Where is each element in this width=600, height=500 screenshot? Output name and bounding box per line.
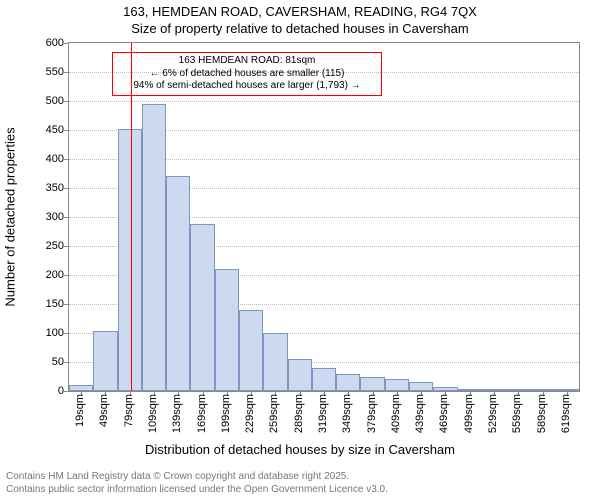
ytick-mark [64, 188, 69, 189]
x-axis-label: Distribution of detached houses by size … [0, 442, 600, 457]
title-line2: Size of property relative to detached ho… [0, 21, 600, 38]
xtick-label: 349sqm [341, 394, 353, 433]
xtick-label: 19sqm [74, 394, 86, 427]
xtick-label: 319sqm [317, 394, 329, 433]
ytick-label: 500 [34, 95, 64, 107]
xtick-label: 169sqm [196, 394, 208, 433]
xtick-label: 259sqm [268, 394, 280, 433]
xtick-label: 139sqm [171, 394, 183, 433]
xtick-label: 529sqm [487, 394, 499, 433]
annotation-line-1: 163 HEMDEAN ROAD: 81sqm [117, 55, 377, 68]
gridline [69, 101, 579, 102]
annotation-line-3: 94% of semi-detached houses are larger (… [117, 80, 377, 93]
xtick-label: 49sqm [98, 394, 110, 427]
annotation-line-2: ← 6% of detached houses are smaller (115… [117, 68, 377, 81]
xtick-label: 589sqm [536, 394, 548, 433]
ytick-label: 350 [34, 182, 64, 194]
ytick-mark [64, 275, 69, 276]
histogram-bar [385, 379, 409, 391]
histogram-bar [190, 224, 214, 391]
ytick-label: 400 [34, 153, 64, 165]
ytick-mark [64, 43, 69, 44]
ytick-label: 50 [34, 356, 64, 368]
xtick-label: 379sqm [366, 394, 378, 433]
ytick-mark [64, 72, 69, 73]
ytick-mark [64, 304, 69, 305]
ytick-label: 550 [34, 66, 64, 78]
xtick-label: 559sqm [511, 394, 523, 433]
histogram-bar [288, 359, 312, 391]
ytick-mark [64, 362, 69, 363]
title-line1: 163, HEMDEAN ROAD, CAVERSHAM, READING, R… [0, 4, 600, 21]
histogram-bar [166, 176, 190, 391]
histogram-bar [312, 368, 336, 391]
histogram-bar [239, 310, 263, 391]
histogram-bar [142, 104, 166, 391]
chart-title: 163, HEMDEAN ROAD, CAVERSHAM, READING, R… [0, 0, 600, 38]
xtick-label: 409sqm [390, 394, 402, 433]
ytick-label: 300 [34, 211, 64, 223]
footer-line-2: Contains public sector information licen… [6, 483, 600, 496]
xtick-label: 229sqm [244, 394, 256, 433]
xtick-label: 619sqm [560, 394, 572, 433]
xtick-label: 79sqm [123, 394, 135, 427]
ytick-mark [64, 217, 69, 218]
xtick-label: 499sqm [463, 394, 475, 433]
ytick-mark [64, 159, 69, 160]
ytick-label: 250 [34, 240, 64, 252]
footer-attribution: Contains HM Land Registry data © Crown c… [0, 470, 600, 496]
histogram-bar [409, 382, 433, 391]
y-axis-label: Number of detached properties [3, 127, 18, 306]
histogram-bar [118, 129, 142, 391]
ytick-label: 200 [34, 269, 64, 281]
ytick-mark [64, 246, 69, 247]
xtick-label: 439sqm [414, 394, 426, 433]
xtick-label: 109sqm [147, 394, 159, 433]
ytick-label: 150 [34, 298, 64, 310]
ytick-label: 600 [34, 37, 64, 49]
ytick-label: 100 [34, 327, 64, 339]
xtick-label: 289sqm [293, 394, 305, 433]
ytick-label: 0 [34, 385, 64, 397]
chart-container: { "title": { "line1": "163, HEMDEAN ROAD… [0, 0, 600, 500]
histogram-bar [215, 269, 239, 391]
footer-line-1: Contains HM Land Registry data © Crown c… [6, 470, 600, 483]
annotation-callout: 163 HEMDEAN ROAD: 81sqm ← 6% of detached… [112, 52, 382, 96]
histogram-bar [93, 331, 117, 391]
ytick-label: 450 [34, 124, 64, 136]
ytick-mark [64, 391, 69, 392]
histogram-bar [263, 333, 287, 391]
histogram-bar [336, 374, 360, 391]
xtick-label: 469sqm [438, 394, 450, 433]
xtick-label: 199sqm [220, 394, 232, 433]
ytick-mark [64, 333, 69, 334]
histogram-bar [360, 377, 384, 392]
ytick-mark [64, 130, 69, 131]
ytick-mark [64, 101, 69, 102]
